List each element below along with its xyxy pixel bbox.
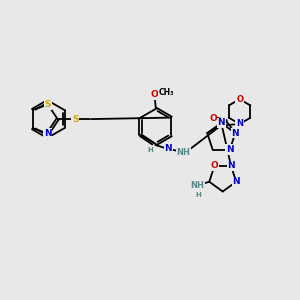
Text: NH: NH [177, 148, 190, 157]
Text: H: H [196, 192, 201, 198]
Text: N: N [236, 119, 243, 128]
Text: CH₃: CH₃ [159, 88, 175, 97]
Text: O: O [151, 90, 158, 99]
Text: N: N [164, 144, 172, 153]
Text: NH: NH [190, 181, 204, 190]
Text: S: S [72, 115, 79, 124]
Text: N: N [226, 145, 234, 154]
Text: N: N [231, 129, 239, 138]
Text: N: N [218, 118, 225, 127]
Text: N: N [44, 129, 52, 138]
Text: O: O [211, 161, 218, 170]
Text: O: O [209, 114, 217, 123]
Text: N: N [232, 177, 240, 186]
Text: H: H [147, 147, 153, 153]
Text: S: S [45, 100, 51, 109]
Text: N: N [227, 161, 235, 170]
Text: O: O [236, 95, 243, 104]
